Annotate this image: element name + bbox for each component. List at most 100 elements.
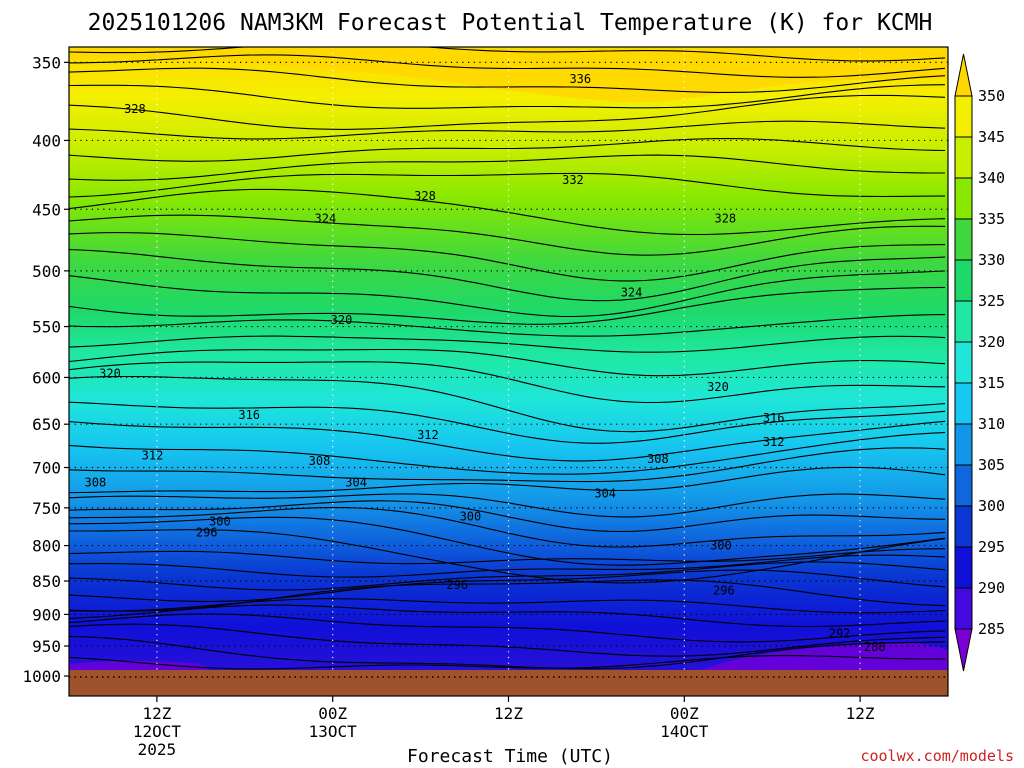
- contour-line: [69, 420, 946, 462]
- contour-line: [69, 54, 946, 78]
- contour-label: 312: [142, 449, 164, 463]
- contour-line: [69, 154, 945, 181]
- colorbar-label: 330: [978, 251, 1005, 269]
- colorbar-label: 345: [978, 128, 1005, 146]
- x-tick-label: 12Z: [846, 704, 875, 723]
- y-tick-label: 950: [32, 637, 61, 656]
- x-tick-label: 2025: [138, 740, 177, 759]
- contour-label: 300: [460, 509, 482, 523]
- contour-line: [69, 548, 945, 565]
- contour-line: [69, 375, 946, 433]
- contour-label: 320: [707, 380, 729, 394]
- contour-line: [69, 493, 946, 518]
- contour-line: [69, 214, 946, 256]
- contour-label: 332: [562, 173, 584, 187]
- x-axis-label: Forecast Time (UTC): [407, 746, 613, 767]
- x-tick-label: 00Z: [670, 704, 699, 723]
- colorbar-swatch: [954, 382, 973, 425]
- y-tick-label: 900: [32, 605, 61, 624]
- colorbar-label: 325: [978, 292, 1005, 310]
- contour-label: 336: [569, 72, 591, 86]
- y-tick-label: 400: [32, 131, 61, 150]
- colorbar: 350 345 340 335 330 325 320 315 310 305 300 295 290 2…: [954, 53, 1005, 672]
- colorbar-label: 285: [978, 620, 1005, 638]
- x-tick-label: 12Z: [494, 704, 523, 723]
- contour-line: [69, 529, 946, 584]
- y-tick-label: 350: [32, 53, 61, 72]
- y-tick-label: 850: [32, 572, 61, 591]
- contour-line: [69, 604, 946, 628]
- colorbar-swatch: [954, 587, 973, 630]
- colorbar-label: 290: [978, 579, 1005, 597]
- contour-line: [69, 138, 946, 162]
- contour-line: [69, 120, 946, 140]
- contour-label: 316: [763, 411, 785, 425]
- contour-line: [69, 94, 946, 130]
- y-tick-label: 500: [32, 262, 61, 281]
- colorbar-label: 320: [978, 333, 1005, 351]
- colorbar-swatch: [954, 95, 973, 138]
- colorbar-swatch: [954, 464, 973, 507]
- colorbar-swatch: [954, 628, 973, 672]
- contour-label: 292: [829, 627, 851, 641]
- contour-label: 312: [417, 428, 439, 442]
- contour-line: [69, 172, 945, 198]
- contour-label: 328: [714, 211, 736, 225]
- contour-line: [69, 270, 946, 318]
- contour-label: 320: [331, 313, 353, 327]
- y-tick-label: 750: [32, 499, 61, 518]
- contour-line: [69, 401, 946, 444]
- y-tick-label: 700: [32, 459, 61, 478]
- contour-line: [69, 554, 946, 578]
- contour-line: [69, 507, 946, 548]
- colorbar-label: 310: [978, 415, 1005, 433]
- x-tick-label: 12Z: [142, 704, 171, 723]
- contour-line: [69, 500, 946, 533]
- contour-line: [69, 286, 946, 325]
- contour-label: 300: [710, 539, 732, 553]
- x-tick-label: 14OCT: [660, 722, 709, 741]
- y-tick-label: 800: [32, 537, 61, 556]
- y-tick-label: 600: [32, 368, 61, 387]
- cool-lower-patch-left: [69, 661, 210, 670]
- contour-line: [69, 249, 946, 302]
- colorbar-swatch: [954, 136, 973, 179]
- plot-area: 3483443403363363323283283283243243203203…: [69, 47, 948, 670]
- colorbar-label: 340: [978, 169, 1005, 187]
- contour-label: 300: [209, 515, 231, 529]
- contour-label: 296: [713, 584, 735, 598]
- contour-line: [69, 447, 946, 483]
- contour-line: [69, 635, 946, 670]
- contour-line: [69, 84, 946, 109]
- colorbar-swatch: [954, 177, 973, 220]
- isentrope-contours: [69, 47, 946, 670]
- contour-label: 296: [446, 578, 468, 592]
- contour-label: 288: [864, 640, 886, 654]
- contour-label: 328: [124, 102, 146, 116]
- contour-label: 308: [647, 452, 669, 466]
- x-tick-label: 00Z: [318, 704, 347, 723]
- contour-label: 324: [315, 211, 337, 225]
- contour-line: [69, 466, 946, 494]
- contour-line: [69, 613, 946, 643]
- x-tick-label: 12OCT: [133, 722, 182, 741]
- contour-label: 324: [621, 286, 643, 300]
- colorbar-swatch: [954, 341, 973, 384]
- contour-line: [69, 314, 946, 337]
- colorbar-label: 315: [978, 374, 1005, 392]
- pressure-axis: 2503003504004505005506006507007508008509…: [22, 53, 69, 686]
- colorbar-label: 300: [978, 497, 1005, 515]
- contour-line: [69, 569, 946, 602]
- colorbar-label: 335: [978, 210, 1005, 228]
- colorbar-swatch: [954, 259, 973, 302]
- contour-label: 296: [196, 525, 218, 539]
- contour-label: 312: [763, 435, 785, 449]
- contour-line: [69, 579, 946, 612]
- colorbar-label: 350: [978, 87, 1005, 105]
- colorbar-swatch: [954, 505, 973, 548]
- contour-line: [69, 67, 946, 93]
- y-tick-label: 450: [32, 200, 61, 219]
- y-tick-label: 550: [32, 318, 61, 337]
